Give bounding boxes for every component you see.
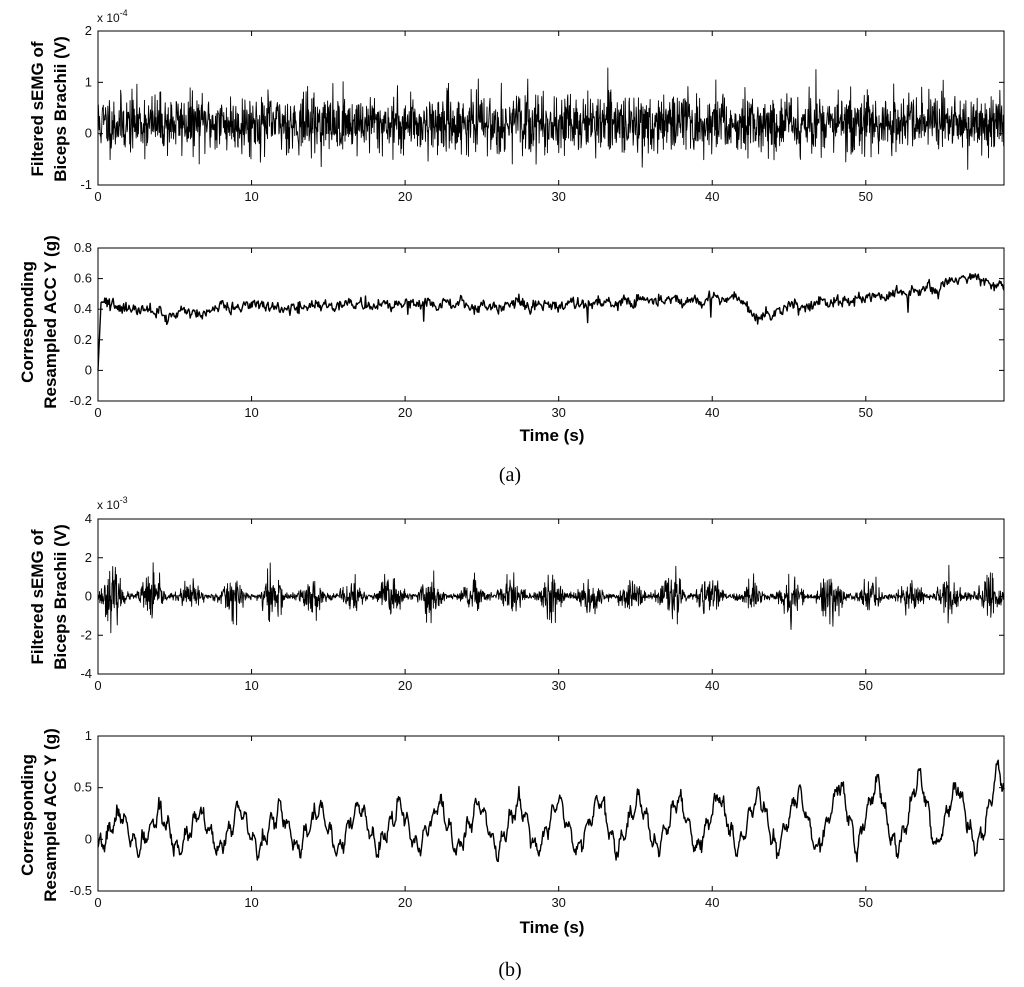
x-tick-label: 30 bbox=[551, 405, 565, 420]
y-axis-label-line1: Filtered sEMG of bbox=[28, 41, 47, 176]
y-multiplier-base: x 10 bbox=[97, 11, 120, 25]
y-multiplier: x 10-4 bbox=[97, 8, 128, 25]
y-axis-label-line1: Filtered sEMG of bbox=[28, 529, 47, 664]
x-tick-label: 50 bbox=[859, 895, 873, 910]
series-line bbox=[97, 67, 1005, 170]
x-axis-label: Time (s) bbox=[520, 918, 585, 937]
x-tick-label: 30 bbox=[551, 678, 565, 693]
plot-frame bbox=[97, 735, 1005, 892]
y-tick-label: -0.5 bbox=[70, 883, 92, 898]
y-axis-label-line2: Resampled ACC Y (g) bbox=[41, 728, 60, 902]
y-axis-label-line1: Corresponding bbox=[18, 261, 37, 383]
y-multiplier: x 10-3 bbox=[97, 495, 128, 512]
y-tick-label: -1 bbox=[80, 177, 92, 192]
x-tick-label: 30 bbox=[551, 189, 565, 204]
y-tick-label: 0 bbox=[85, 126, 92, 141]
y-tick-label: 2 bbox=[85, 23, 92, 38]
y-tick-label: 0 bbox=[85, 362, 92, 377]
x-tick-label: 0 bbox=[94, 405, 101, 420]
plot-frame bbox=[97, 247, 1005, 402]
x-tick-label: 20 bbox=[398, 895, 412, 910]
y-tick-label: 0.5 bbox=[74, 780, 92, 795]
x-tick-label: 20 bbox=[398, 678, 412, 693]
x-tick-label: 50 bbox=[859, 189, 873, 204]
x-tick-label: 40 bbox=[705, 678, 719, 693]
series-line bbox=[97, 759, 1005, 863]
x-tick-label: 0 bbox=[94, 895, 101, 910]
panel-b-acc: Corresponding Resampled ACC Y (g) Time (… bbox=[18, 728, 1005, 937]
panel-a-acc: Corresponding Resampled ACC Y (g) Time (… bbox=[18, 235, 1005, 445]
y-tick-label: -4 bbox=[80, 666, 92, 681]
y-tick-label: 0.4 bbox=[74, 301, 92, 316]
series-line bbox=[97, 272, 1005, 371]
y-tick-label: -0.2 bbox=[70, 393, 92, 408]
x-tick-label: 40 bbox=[705, 405, 719, 420]
x-tick-label: 10 bbox=[244, 189, 258, 204]
y-tick-label: 0.6 bbox=[74, 271, 92, 286]
y-tick-label: 0.2 bbox=[74, 332, 92, 347]
y-tick-label: 1 bbox=[85, 728, 92, 743]
y-multiplier-base: x 10 bbox=[97, 498, 120, 512]
y-tick-label: 4 bbox=[85, 511, 92, 526]
y-multiplier-exp: -3 bbox=[120, 495, 128, 505]
x-tick-label: 30 bbox=[551, 895, 565, 910]
x-tick-label: 50 bbox=[859, 678, 873, 693]
x-tick-label: 40 bbox=[705, 895, 719, 910]
y-axis-label-line2: Resampled ACC Y (g) bbox=[41, 235, 60, 409]
x-axis-label: Time (s) bbox=[520, 426, 585, 445]
y-tick-label: 1 bbox=[85, 74, 92, 89]
y-tick-label: 2 bbox=[85, 550, 92, 565]
x-tick-label: 20 bbox=[398, 189, 412, 204]
y-axis-label-line2: Biceps Brachii (V) bbox=[51, 524, 70, 670]
y-axis-label-line1: Corresponding bbox=[18, 754, 37, 876]
x-tick-label: 40 bbox=[705, 189, 719, 204]
y-multiplier-exp: -4 bbox=[120, 8, 128, 18]
x-tick-label: 0 bbox=[94, 678, 101, 693]
caption-b: (b) bbox=[498, 959, 521, 981]
y-axis-label-line2: Biceps Brachii (V) bbox=[51, 36, 70, 182]
x-tick-label: 10 bbox=[244, 895, 258, 910]
panel-a-emg: Filtered sEMG of Biceps Brachii (V) x 10… bbox=[28, 8, 1005, 204]
x-tick-label: 20 bbox=[398, 405, 412, 420]
y-tick-label: -2 bbox=[80, 627, 92, 642]
x-tick-label: 10 bbox=[244, 405, 258, 420]
x-tick-label: 0 bbox=[94, 189, 101, 204]
panel-b-emg: Filtered sEMG of Biceps Brachii (V) x 10… bbox=[28, 495, 1005, 693]
y-tick-label: 0.8 bbox=[74, 240, 92, 255]
series-line bbox=[97, 562, 1005, 634]
caption-a: (a) bbox=[499, 464, 521, 486]
x-tick-label: 10 bbox=[244, 678, 258, 693]
x-tick-label: 50 bbox=[859, 405, 873, 420]
y-tick-label: 0 bbox=[85, 589, 92, 604]
y-tick-label: 0 bbox=[85, 831, 92, 846]
